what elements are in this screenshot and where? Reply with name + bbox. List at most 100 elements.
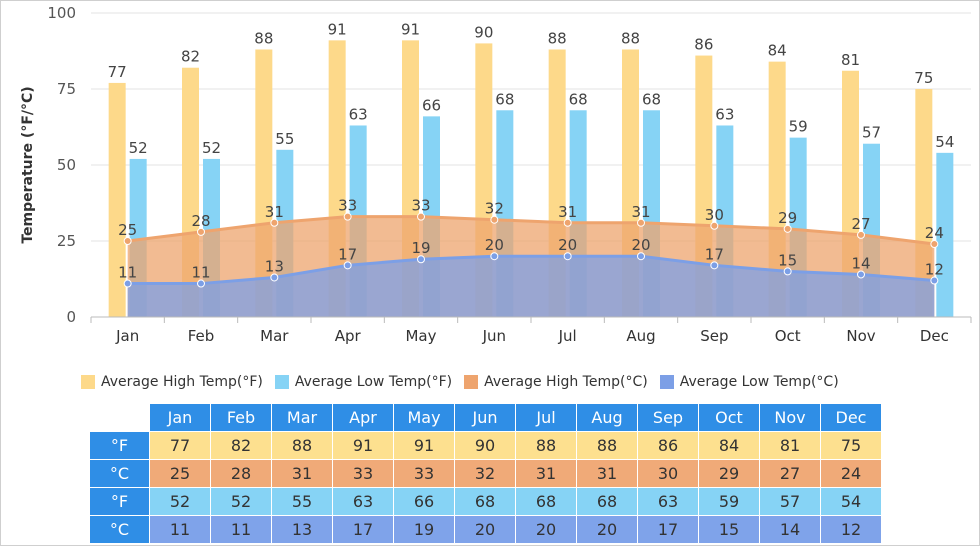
table-cell: 11 [150,516,210,543]
data-label: 88 [621,29,640,47]
table-cell: 77 [150,432,210,459]
table-cell: 68 [577,488,637,515]
data-label: 28 [191,212,210,230]
x-tick-label: Mar [260,327,289,345]
data-label: 17 [338,245,357,263]
data-label: 91 [328,20,347,38]
data-label: 12 [925,261,944,279]
data-label: 19 [411,239,430,257]
table-cell: 52 [211,488,271,515]
table-cell: 66 [394,488,454,515]
line-low-c [127,254,935,286]
data-label: 75 [914,69,933,87]
data-label: 91 [401,20,420,38]
data-label: 32 [485,200,504,218]
table-month-header: Jun [455,404,515,431]
data-label: 84 [768,42,787,60]
table-unit-cell: °F [90,488,149,515]
data-label: 17 [705,245,724,263]
data-label: 11 [118,264,137,282]
legend-label: Average Low Temp(°F) [294,374,453,390]
bar-high-f [108,82,126,317]
line-high-c [127,215,935,246]
point-low-c [857,270,865,279]
table-cell: 20 [455,516,515,543]
point-low-c [123,279,132,288]
point-high-c [710,221,719,230]
table-cell: 11 [211,516,271,543]
data-label: 59 [789,118,808,136]
chart-legend: Average High Temp(°F) Average Low Temp(°F… [81,372,851,392]
data-label: 25 [118,221,137,239]
table-cell: 15 [699,516,759,543]
point-high-c [563,218,572,227]
x-tick-label: Apr [335,327,362,345]
data-label: 55 [275,130,294,148]
table-cell: 12 [821,516,881,543]
legend-label: Average High Temp(°F) [101,374,263,390]
table-unit-cell: °F [90,432,149,459]
x-tick-label: Jan [115,327,139,345]
table-cell: 17 [638,516,698,543]
table-cell: 91 [394,432,454,459]
data-label: 88 [254,29,273,47]
table-month-header: Mar [272,404,332,431]
data-label: 57 [862,124,881,142]
table-month-header: Apr [333,404,393,431]
point-high-c [123,237,132,245]
data-label: 11 [191,264,210,282]
data-label: 52 [129,139,148,157]
table-month-header: Jan [150,404,210,431]
data-label: 33 [338,197,357,215]
legend-item[interactable]: Average Low Temp(°F) [274,374,453,390]
table-month-header: Nov [760,404,820,431]
point-high-c [930,240,939,249]
point-high-c [490,215,499,224]
y-axis-title: Temperature (°F/°C) [20,86,36,243]
x-tick-label: Jun [482,327,506,345]
table-cell: 68 [455,488,515,515]
legend-swatch [274,375,289,389]
table-cell: 31 [577,460,637,487]
table-cell: 88 [577,432,637,459]
table-cell: 52 [150,488,210,515]
point-low-c [710,261,719,270]
point-low-c [490,252,499,261]
legend-item[interactable]: Average High Temp(°C) [464,374,648,390]
data-label: 88 [548,29,567,47]
legend-item[interactable]: Average Low Temp(°C) [659,374,839,390]
table-month-header: Jul [516,404,576,431]
table-unit-cell: °C [90,460,149,487]
point-low-c [343,261,352,270]
data-label: 63 [349,105,368,123]
table-cell: 33 [394,460,454,487]
table-cell: 33 [333,460,393,487]
point-high-c [857,230,865,239]
table-cell: 20 [516,516,576,543]
data-label: 31 [558,203,577,221]
data-label: 68 [495,90,514,108]
table-unit-cell: °C [90,516,149,543]
table-cell: 32 [455,460,515,487]
data-label: 90 [474,23,493,41]
table-cell: 82 [211,432,271,459]
point-high-c [417,212,425,221]
x-tick-label: May [405,327,436,345]
data-label: 31 [631,203,650,221]
data-label: 13 [265,257,284,275]
point-low-c [197,279,205,288]
y-tick-label: 25 [57,232,76,250]
table-cell: 24 [821,460,881,487]
legend-label: Average High Temp(°C) [484,374,648,390]
table-cell: 59 [699,488,759,515]
table-cell: 86 [638,432,698,459]
table-header-row: Jan Feb Mar Apr May Jun Jul Aug Sep Oct Nov Dec [90,404,881,431]
data-label: 29 [778,209,797,227]
point-low-c [783,267,792,276]
legend-item[interactable]: Average High Temp(°F) [81,374,263,390]
table-month-header: Dec [821,404,881,431]
data-label: 86 [694,36,713,54]
area-low-c [127,256,935,317]
x-tick-label: Oct [775,327,801,345]
